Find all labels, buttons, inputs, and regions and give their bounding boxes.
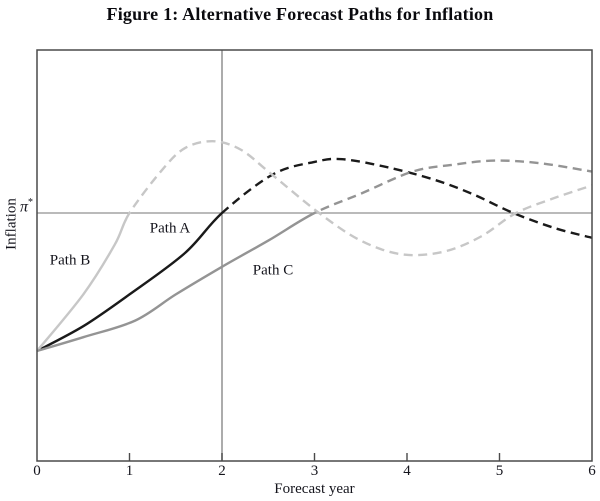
figure-title: Figure 1: Alternative Forecast Paths for…: [106, 4, 494, 24]
x-tick-label-0: 0: [33, 463, 41, 479]
path-c-dashed-curve: [314, 159, 593, 215]
path-a-solid-curve: [36, 211, 222, 353]
plot-frame: [36, 49, 593, 462]
x-tick-label-6: 6: [588, 463, 596, 479]
path-c-label: Path C: [252, 262, 294, 279]
x-tick-label-4: 4: [403, 463, 411, 479]
path-b-dashed-curve: [129, 139, 593, 257]
path-a-label: Path A: [149, 220, 191, 237]
x-tick-label-5: 5: [495, 463, 504, 479]
path-c-solid-curve: [36, 211, 315, 353]
x-tick-label-2: 2: [218, 463, 226, 479]
pi-symbol: π: [19, 198, 28, 216]
x-axis-title: Forecast year: [274, 481, 355, 497]
path-b-label: Path B: [49, 252, 91, 269]
x-tick-label-1: 1: [125, 463, 134, 479]
target-inflation-label: π*: [0, 197, 33, 216]
path-b-solid-curve: [36, 210, 130, 352]
pi-superscript-star: *: [28, 197, 33, 208]
path-a-dashed-curve: [222, 157, 593, 239]
x-tick-label-3: 3: [310, 463, 319, 479]
